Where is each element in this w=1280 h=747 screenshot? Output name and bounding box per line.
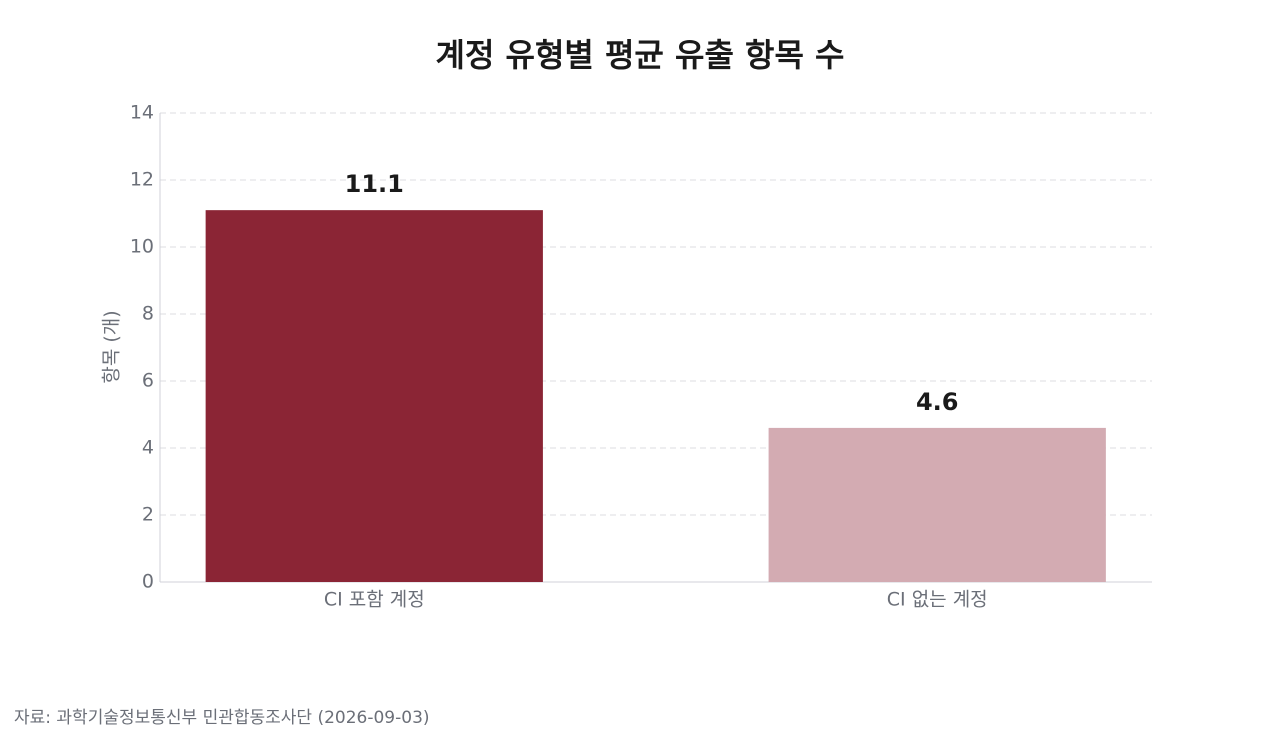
x-tick-label: CI 포함 계정 [324, 589, 425, 611]
y-tick-label: 6 [142, 370, 154, 392]
y-tick-label: 12 [130, 169, 154, 191]
chart-title: 계정 유형별 평균 유출 항목 수 [436, 36, 845, 74]
source-note: 자료: 과학기술정보통신부 민관합동조사단 (2026-09-03) [14, 708, 430, 728]
y-tick-label: 8 [142, 303, 154, 325]
y-tick-label: 4 [142, 437, 154, 459]
bar [205, 210, 543, 582]
bar [768, 427, 1106, 582]
y-tick-label: 2 [142, 504, 154, 526]
x-tick-label: CI 없는 계정 [887, 589, 988, 611]
y-tick-label: 10 [130, 236, 154, 258]
y-tick-label: 14 [130, 102, 154, 124]
y-tick-label: 0 [142, 571, 154, 593]
value-label: 11.1 [345, 170, 404, 198]
y-axis-label: 항목 (개) [101, 310, 123, 383]
value-label: 4.6 [916, 388, 959, 416]
